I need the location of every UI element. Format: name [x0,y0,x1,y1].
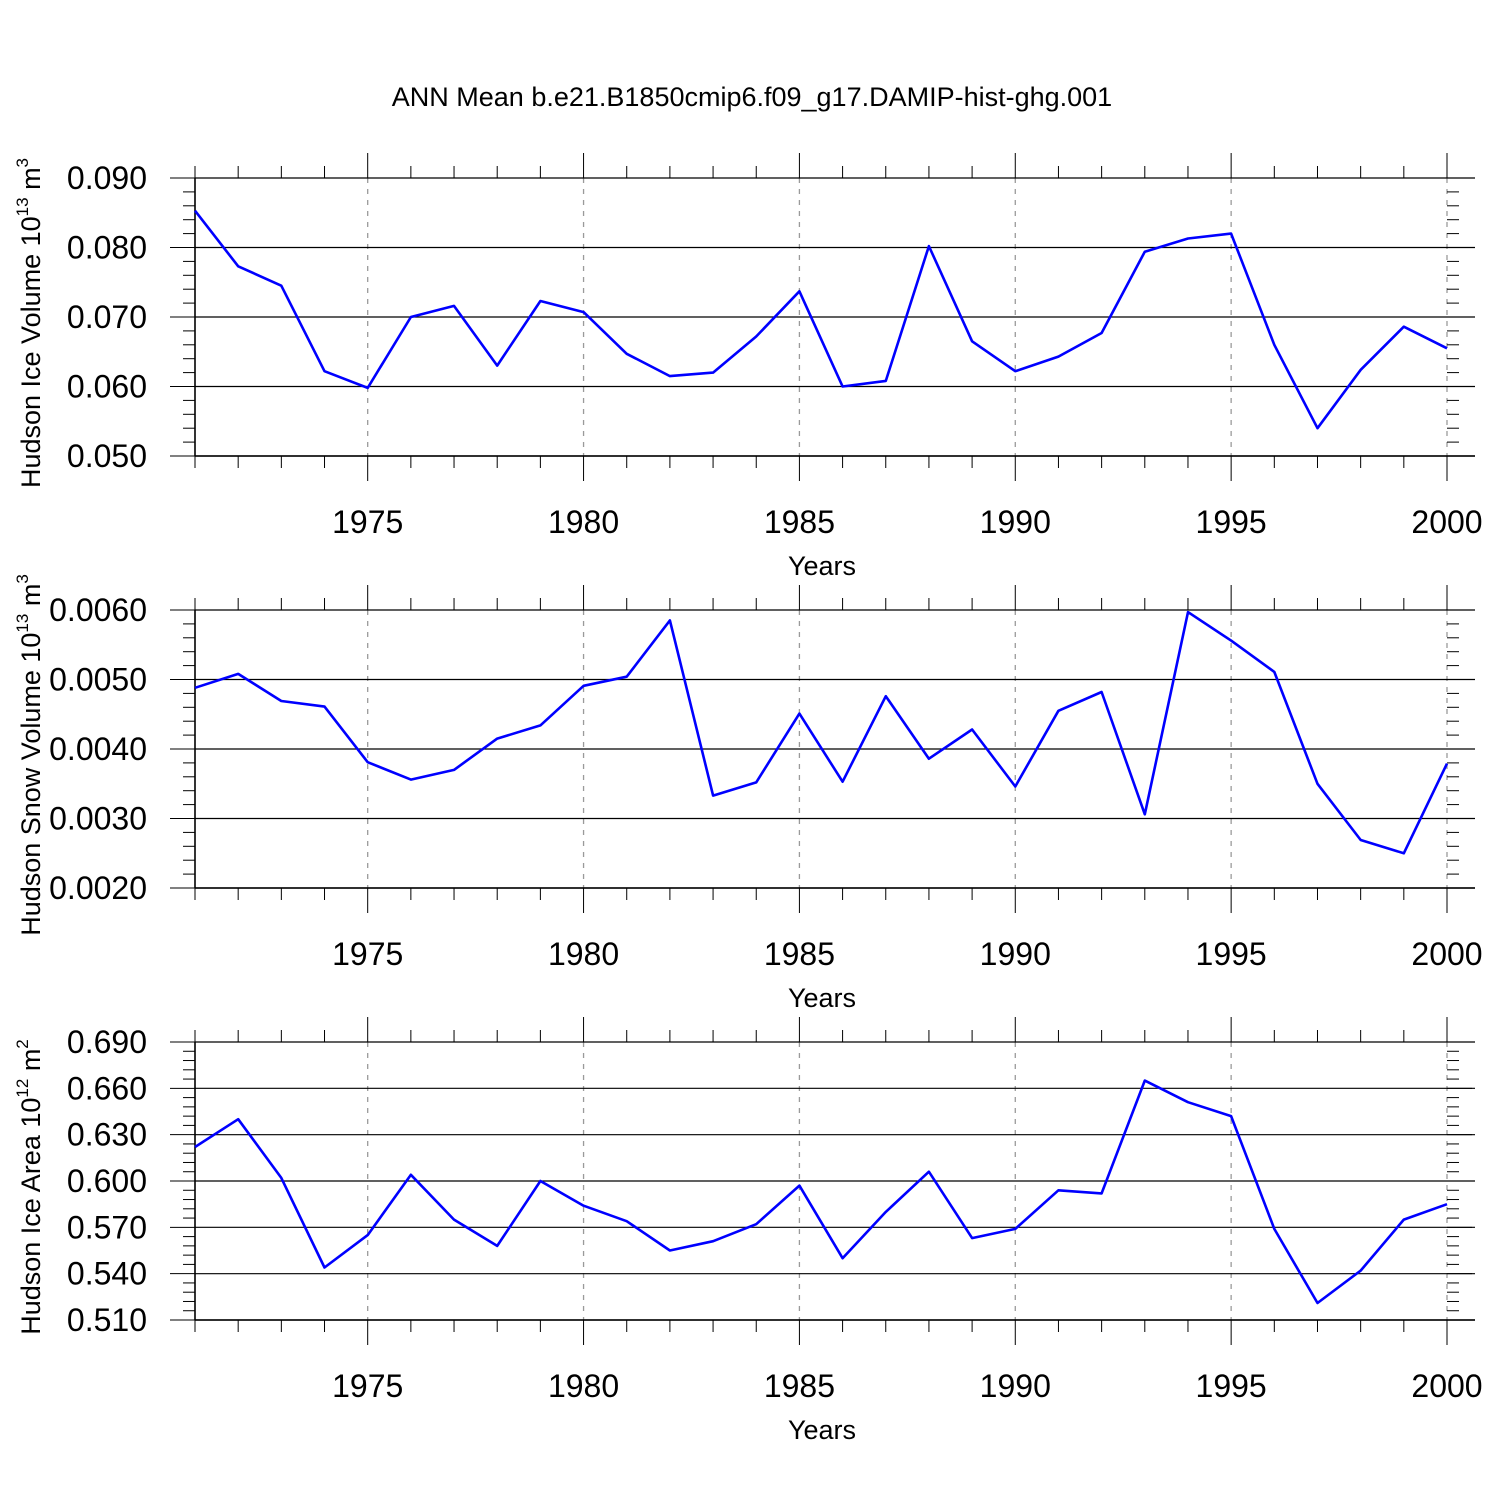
x-tick-label: 1995 [1196,936,1267,972]
x-tick-label: 1975 [332,936,403,972]
y-axis-label: Hudson Ice Area 1012 m2 [13,1039,46,1335]
series-line [194,1079,1448,1305]
x-tick-label: 1980 [548,1368,619,1404]
panel-1: 0.050 0.060 0.070 0.080 0.090 1975 1980 1985 199… [13,153,1483,581]
y-axis-label-exponent: 13 [13,614,32,633]
y-tick-label: 0.080 [67,230,147,266]
y-axis-label-unit: m [16,1049,46,1079]
series-line [193,209,1448,430]
y-tick-label: 0.600 [67,1163,147,1199]
x-tick-label: 1980 [548,936,619,972]
x-tick-label: 1980 [548,504,619,540]
y-tick-label: 0.0030 [49,801,147,837]
x-tick-label: 1990 [980,936,1051,972]
panel-2: 0.0020 0.0030 0.0040 0.0050 0.0060 1975 1980 19… [13,574,1483,1013]
x-tick-label: 1985 [764,936,835,972]
y-tick-label: 0.0060 [49,592,147,628]
y-axis-label: Hudson Snow Volume 1013 m3 [13,574,46,936]
y-tick-label: 0.060 [67,369,147,405]
x-tick-label: 1985 [764,504,835,540]
y-tick-label: 0.0020 [49,870,147,906]
x-tick-label: 1975 [332,1368,403,1404]
x-tick-label: 1995 [1196,1368,1267,1404]
y-tick-label: 0.630 [67,1117,147,1153]
x-tick-label: 2000 [1411,936,1482,972]
y-tick-label: 0.510 [67,1302,147,1338]
y-axis-label-exponent: 13 [13,197,32,216]
y-tick-label: 0.570 [67,1209,147,1245]
x-tick-label: 2000 [1411,504,1482,540]
y-tick-label: 0.050 [67,438,147,474]
x-tick-label: 1985 [764,1368,835,1404]
panel-3: 0.510 0.540 0.570 0.600 0.630 0.660 0.690 1975 1… [13,1017,1483,1445]
y-axis-label-exponent: 12 [13,1079,32,1098]
panels: 0.050 0.060 0.070 0.080 0.090 1975 1980 1985 199… [13,153,1483,1445]
x-axis-label: Years [788,551,856,581]
y-axis-label: Hudson Ice Volume 1013 m3 [13,158,46,488]
y-axis-label-unit-exponent: 3 [13,574,32,583]
y-tick-label: 0.0050 [49,662,147,698]
y-tick-label: 0.690 [67,1024,147,1060]
x-axis-label: Years [788,983,856,1013]
y-tick-label: 0.0040 [49,731,147,767]
y-axis-label-unit: m [16,584,46,614]
x-tick-label: 2000 [1411,1368,1482,1404]
x-tick-label: 1995 [1196,504,1267,540]
y-axis-label-unit-exponent: 2 [13,1039,32,1048]
y-tick-label: 0.090 [67,160,147,196]
y-axis-label-unit: m [16,167,46,197]
y-tick-label: 0.660 [67,1070,147,1106]
x-tick-label: 1990 [980,504,1051,540]
y-axis-label-text: Hudson Snow Volume 10 [16,633,46,936]
y-tick-label: 0.070 [67,299,147,335]
y-axis-label-unit-exponent: 3 [13,158,32,167]
y-axis-label-text: Hudson Ice Area 10 [16,1098,46,1335]
x-tick-label: 1975 [332,504,403,540]
chart-title: ANN Mean b.e21.B1850cmip6.f09_g17.DAMIP-… [392,82,1112,112]
y-axis-label-text: Hudson Ice Volume 10 [16,216,46,488]
series-line [194,610,1449,855]
x-axis-label: Years [788,1415,856,1445]
x-tick-label: 1990 [980,1368,1051,1404]
y-tick-label: 0.540 [67,1256,147,1292]
